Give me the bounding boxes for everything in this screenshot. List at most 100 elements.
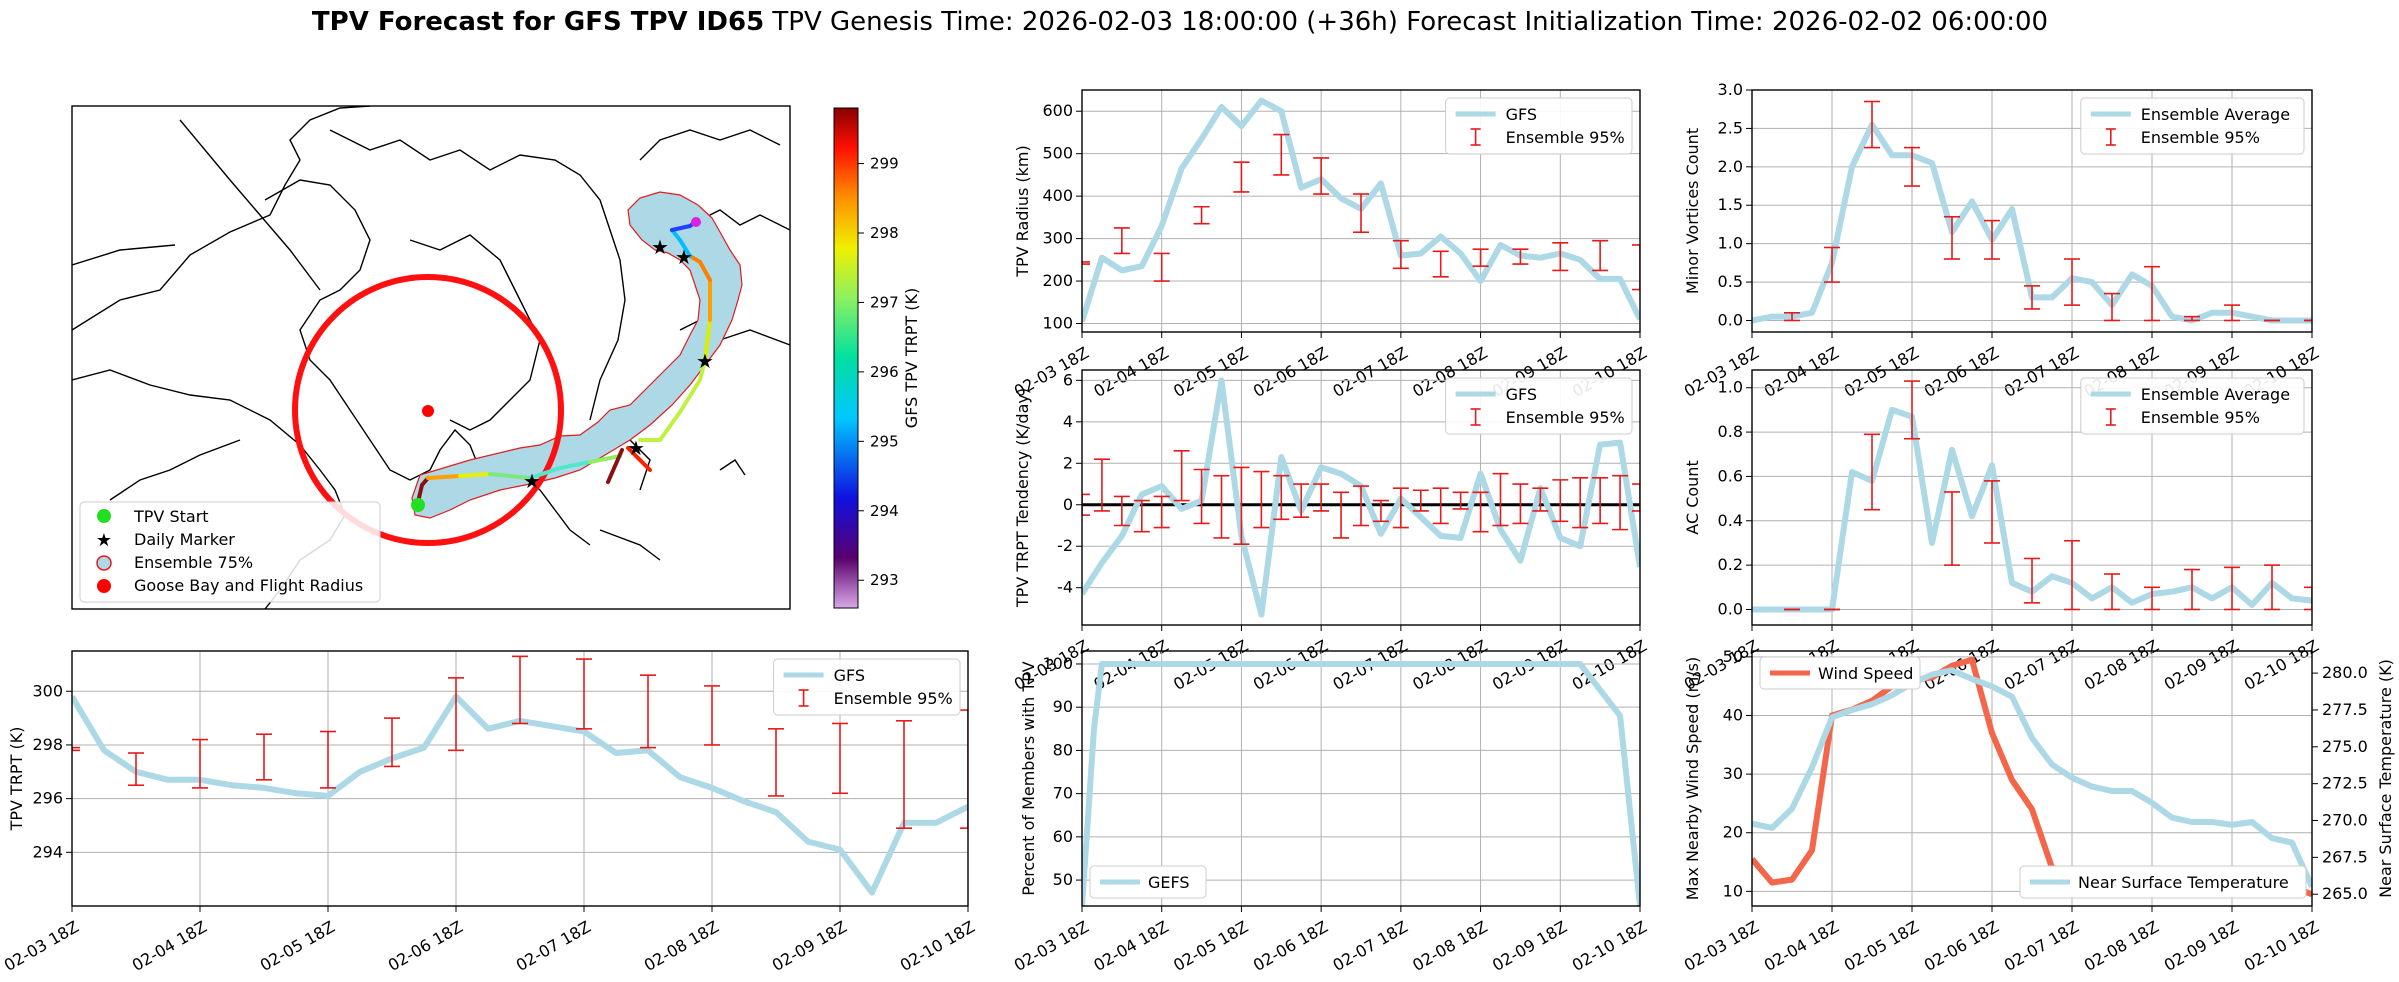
y-axis-label: TPV TRPT Tendency (K/day) <box>1013 388 1032 608</box>
x-tick-label: 02-08 18Z <box>641 917 722 975</box>
axes-frame <box>71 650 969 907</box>
y-tick-label: 20 <box>1723 823 1743 842</box>
series-line-gefs <box>1082 661 1640 906</box>
y-axis-label: Max Nearby Wind Speed (m/s) <box>1683 657 1702 900</box>
y-tick-label: 6 <box>1063 370 1073 389</box>
y-tick-label: 0.4 <box>1718 511 1743 530</box>
x-tick-label: 02-08 18Z <box>2081 917 2162 975</box>
map-legend: TPV Start ★ Daily Marker Ensemble 75% Go… <box>79 501 381 603</box>
y-tick-label: 0.0 <box>1718 599 1743 618</box>
axes-frame <box>1081 89 1641 333</box>
chart-legend: GFS Ensemble 95% <box>1445 377 1633 435</box>
legend-box <box>2019 865 2307 899</box>
svg-text:★: ★ <box>696 349 714 373</box>
chart-legend: Ensemble Average Ensemble 95% <box>2080 377 2305 435</box>
y-axis-label: Percent of Members with TPV <box>1019 661 1038 895</box>
y-tick-label: 40 <box>1723 705 1743 724</box>
x-tick-label: 02-08 18Z <box>2081 636 2162 694</box>
colorbar-label: GFS TPV TRPT (K) <box>902 288 921 428</box>
svg-text:★: ★ <box>627 436 645 460</box>
colorbar-tick-label: 295 <box>870 432 899 450</box>
colorbar-tick-label: 296 <box>870 363 899 381</box>
title-init: Forecast Initialization Time: 2026-02-02… <box>1406 7 2048 37</box>
y-tick-label: 4 <box>1063 412 1073 431</box>
y-tick-label: 50 <box>1723 647 1743 666</box>
x-tick-label: 02-04 18Z <box>1761 917 1842 975</box>
y-tick-label: 296 <box>32 789 63 808</box>
legend-tpv-start: TPV Start <box>133 507 209 526</box>
y-right-tick-label: 277.5 <box>2322 700 2368 719</box>
legend-box <box>1089 865 1207 899</box>
plot-area <box>72 655 968 896</box>
y-tick-label: 0.5 <box>1718 272 1743 291</box>
x-tick-label: 02-06 18Z <box>1921 343 2002 401</box>
legend-box <box>1759 656 1921 690</box>
legend-label: GFS <box>1506 105 1537 124</box>
y-tick-label: -4 <box>1057 578 1073 597</box>
y-tick-label: 70 <box>1053 784 1073 803</box>
legend-box <box>2080 97 2305 155</box>
y-tick-label: -2 <box>1057 536 1073 555</box>
y-right-tick-label: 270.0 <box>2322 811 2368 830</box>
y-tick-label: 60 <box>1053 827 1073 846</box>
legend-star-icon: ★ <box>96 530 112 551</box>
legend-label: Ensemble 95% <box>1506 408 1625 427</box>
legend-label: Ensemble 95% <box>2141 128 2260 147</box>
legend-label: Ensemble 95% <box>2141 408 2260 427</box>
y-axis-label: Minor Vortices Count <box>1683 128 1702 294</box>
x-tick-label: 02-05 18Z <box>1170 917 1251 975</box>
x-tick-label: 02-03 18Z <box>1011 917 1092 975</box>
x-tick-label: 02-09 18Z <box>1489 917 1570 975</box>
x-tick-label: 02-03 18Z <box>1 917 82 975</box>
goose-bay-marker <box>422 405 434 417</box>
y-right-tick-label: 280.0 <box>2322 663 2368 682</box>
y-right-tick-label: 275.0 <box>2322 737 2368 756</box>
y-right-tick-label: 265.0 <box>2322 884 2368 903</box>
legend-goose-symbol <box>97 579 111 593</box>
chart-legend: GFS Ensemble 95% <box>1445 97 1633 155</box>
y-tick-label: 2 <box>1063 453 1073 472</box>
x-tick-label: 02-08 18Z <box>1409 917 1490 975</box>
y-axis-label: TPV TRPT (K) <box>7 727 26 832</box>
y-tick-label: 90 <box>1053 697 1073 716</box>
plot-area <box>1752 380 2312 613</box>
y-tick-label: 3.0 <box>1718 80 1743 99</box>
chart-legend: GFS Ensemble 95% <box>773 658 961 716</box>
legend-label: GEFS <box>1148 873 1190 892</box>
x-tick-label: 02-10 18Z <box>2241 636 2322 694</box>
y-tick-label: 80 <box>1053 740 1073 759</box>
svg-text:★: ★ <box>675 245 693 269</box>
plot-area <box>1082 661 1640 906</box>
ensemble-75-envelope <box>411 191 743 519</box>
map-panel: ★ ★ ★ ★ ★ TPV Start ★ Daily Marker Ensem… <box>71 105 921 610</box>
y-tick-label: 0.6 <box>1718 466 1743 485</box>
title-genesis: TPV Genesis Time: 2026-02-03 18:00:00 (+… <box>771 7 1398 37</box>
plot-area <box>1752 100 2312 324</box>
axes-frame <box>1081 369 1641 626</box>
x-tick-label: 02-05 18Z <box>1841 917 1922 975</box>
x-tick-label: 02-09 18Z <box>769 917 850 975</box>
plot-area <box>1082 97 1640 323</box>
x-tick-label: 02-07 18Z <box>2001 636 2082 694</box>
colorbar-tick-label: 299 <box>870 155 899 173</box>
colorbar-tick-label: 294 <box>870 502 899 520</box>
y-tick-label: 2.0 <box>1718 157 1743 176</box>
legend-label: Ensemble 95% <box>1506 128 1625 147</box>
y-tick-label: 0 <box>1063 495 1073 514</box>
legend-label: Near Surface Temperature <box>2078 873 2289 892</box>
svg-text:★: ★ <box>651 235 669 259</box>
y-tick-label: 50 <box>1053 870 1073 889</box>
colorbar: 293 294 295 296 297 298 299 GFS TPV TRPT (K) <box>833 107 921 609</box>
legend-label: Ensemble Average <box>2141 105 2290 124</box>
x-tick-label: 02-06 18Z <box>1921 917 2002 975</box>
legend-start-symbol <box>97 509 111 523</box>
svg-text:★: ★ <box>523 469 541 493</box>
y-tick-label: 500 <box>1042 144 1073 163</box>
x-tick-label: 02-07 18Z <box>513 917 594 975</box>
y-tick-label: 10 <box>1723 881 1743 900</box>
x-tick-label: 02-07 18Z <box>2001 343 2082 401</box>
tpv-start-marker <box>411 498 425 512</box>
x-tick-label: 02-09 18Z <box>2161 636 2242 694</box>
